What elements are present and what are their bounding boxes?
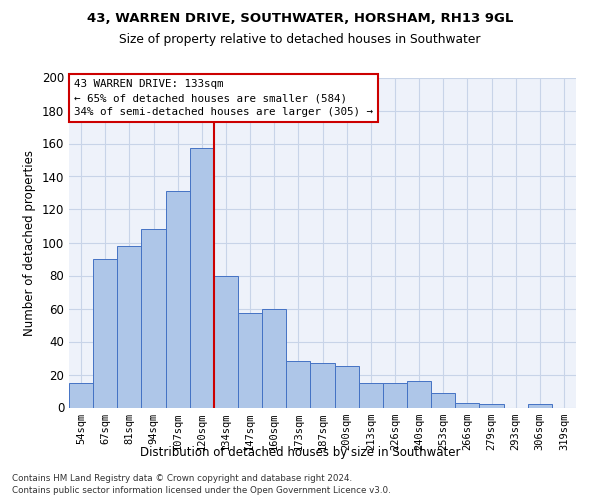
Bar	[190, 148, 214, 408]
Bar	[214, 276, 238, 407]
Text: 43, WARREN DRIVE, SOUTHWATER, HORSHAM, RH13 9GL: 43, WARREN DRIVE, SOUTHWATER, HORSHAM, R…	[87, 12, 513, 26]
Bar	[69, 383, 93, 407]
Bar	[93, 259, 117, 408]
Text: 43 WARREN DRIVE: 133sqm
← 65% of detached houses are smaller (584)
34% of semi-d: 43 WARREN DRIVE: 133sqm ← 65% of detache…	[74, 79, 373, 117]
Bar	[407, 381, 431, 407]
Bar	[455, 402, 479, 407]
Bar	[166, 192, 190, 408]
Bar	[262, 308, 286, 408]
Text: Distribution of detached houses by size in Southwater: Distribution of detached houses by size …	[140, 446, 460, 459]
Bar	[117, 246, 142, 408]
Bar	[142, 230, 166, 408]
Bar	[286, 362, 310, 408]
Text: Size of property relative to detached houses in Southwater: Size of property relative to detached ho…	[119, 32, 481, 46]
Bar	[359, 383, 383, 407]
Bar	[479, 404, 503, 407]
Text: Contains public sector information licensed under the Open Government Licence v3: Contains public sector information licen…	[12, 486, 391, 495]
Bar	[238, 314, 262, 408]
Bar	[310, 363, 335, 408]
Bar	[528, 404, 552, 407]
Bar	[383, 383, 407, 407]
Bar	[335, 366, 359, 408]
Y-axis label: Number of detached properties: Number of detached properties	[23, 150, 36, 336]
Bar	[431, 392, 455, 407]
Text: Contains HM Land Registry data © Crown copyright and database right 2024.: Contains HM Land Registry data © Crown c…	[12, 474, 352, 483]
